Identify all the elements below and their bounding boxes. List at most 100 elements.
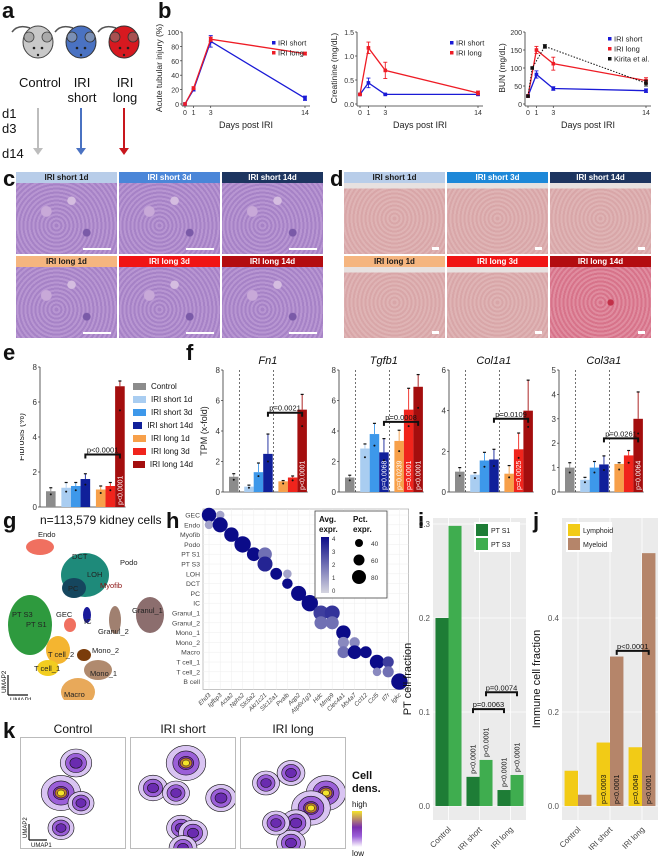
row-label: GEC [185, 513, 200, 520]
expression-dot [337, 646, 350, 659]
legend-swatch [568, 524, 580, 536]
bar [610, 656, 624, 806]
data-dot [291, 479, 294, 482]
data-dot [627, 461, 630, 464]
bar [580, 479, 590, 492]
row-label: Podo [184, 542, 200, 549]
density-legend-title: Cell [352, 770, 373, 782]
x-axis-title: Days post IRI [219, 120, 273, 130]
bar [489, 459, 499, 492]
bar [513, 449, 524, 492]
bar [244, 486, 254, 492]
bar [403, 409, 414, 492]
umap-cluster [83, 607, 91, 623]
histology-tile-header: IRI long 14d [550, 256, 651, 267]
bar [369, 434, 380, 492]
bar [61, 487, 71, 507]
histology-tile-1: IRI short 3d [119, 172, 220, 254]
svg-text:expr.: expr. [353, 525, 372, 534]
cluster-label: Mono_1 [90, 669, 117, 678]
legend-high-label: high [352, 800, 368, 809]
p-value-label: p<0.0001 [614, 775, 621, 804]
legend-label: IRI short 14d [147, 421, 193, 430]
umap-cluster [77, 649, 91, 661]
data-dot [232, 478, 235, 481]
legend-label: IRI long [456, 49, 482, 58]
p-value-label: p=0.0261 [605, 429, 637, 438]
data-dot [527, 425, 530, 428]
y-axis-title: Creatinine (mg/dL) [329, 33, 339, 104]
group-label-iri-short: IRI short [67, 75, 97, 105]
histology-image [16, 183, 117, 254]
data-dot [49, 493, 52, 496]
row-label: PC [191, 591, 201, 598]
panel-label-k: k [3, 718, 16, 743]
bar [115, 386, 125, 507]
y-tick-label: 8 [332, 366, 337, 375]
chart-pt-cell-fraction: 0.0 0.1 0.2 0.3 Control IRI short IRI long PT c… [402, 518, 526, 850]
umap-cluster [37, 660, 59, 676]
data-dot [247, 486, 250, 489]
y-tick-label: 8 [33, 363, 38, 372]
data-dot [373, 444, 376, 447]
y-tick-label: 150 [510, 48, 522, 55]
svg-text:Avg.: Avg. [319, 515, 336, 524]
scale-bar [186, 332, 214, 334]
p-value-label: p=0.0001 [406, 461, 413, 490]
histology-tile-header: IRI short 14d [222, 172, 323, 183]
expression-dot [369, 654, 385, 670]
data-dot [65, 490, 68, 493]
panel-label-i: i [418, 508, 425, 533]
svg-text:4: 4 [332, 537, 336, 543]
svg-text:0: 0 [332, 589, 336, 595]
arrow-long-icon [119, 108, 129, 155]
data-dot [99, 492, 102, 494]
dotplot-marker-genes: GEC Endo Myofib Podo PT S1 PT S3 LOH DCT PC IC Gra… [172, 507, 409, 716]
histology-tile-header: IRI long 1d [16, 256, 117, 267]
data-dot [74, 489, 77, 492]
bar [287, 477, 298, 492]
cluster-label: PT S1 [26, 620, 47, 629]
y-tick-label: 100 [510, 66, 522, 73]
row-label: Granul_2 [172, 620, 200, 627]
legend-item: IRI long 1d [133, 432, 193, 445]
bar [263, 453, 273, 492]
legend-item: IRI short 1d [133, 393, 193, 406]
size-legend-dot [355, 539, 363, 547]
x-tick-label: 3 [383, 110, 387, 117]
histology-tile-4: IRI long 3d [447, 256, 548, 338]
umap-title: n=113,579 kidney cells [40, 513, 162, 527]
scale-bar [83, 332, 111, 334]
p-value-label: p<0.0001 [646, 775, 653, 804]
data-point [543, 44, 547, 49]
data-dot [602, 468, 605, 471]
data-dot [492, 464, 495, 467]
scale-bar [535, 331, 542, 334]
p-value-label: p<0.0001 [470, 744, 477, 773]
data-point [183, 102, 187, 106]
y-tick-label: 0.1 [419, 708, 431, 717]
p-value-label: p<0.0001 [300, 461, 307, 490]
y-tick-label: 2 [33, 468, 38, 477]
bar [628, 747, 642, 806]
significance-bracket [492, 417, 530, 423]
legend-label: IRI long 3d [151, 447, 190, 456]
legend-swatch [272, 51, 276, 55]
y-tick-label: 0 [33, 503, 38, 512]
legend-item: IRI long 3d [133, 445, 193, 458]
expression-dot [349, 637, 360, 648]
histology-image [447, 183, 548, 254]
y-tick-label: 0 [216, 488, 221, 497]
scale-bar [535, 247, 542, 250]
p-value-label: p=0.0049 [633, 775, 640, 804]
legend-swatch [450, 41, 454, 45]
scale-bar [432, 247, 439, 250]
data-dot [382, 459, 385, 462]
chart-title: Tgfb1 [370, 355, 398, 367]
legend-low-label: low [352, 849, 365, 858]
data-dot [593, 471, 596, 474]
histology-tile-3: IRI long 1d [16, 256, 117, 338]
expression-dot [257, 556, 273, 572]
row-label: IC [193, 601, 200, 608]
